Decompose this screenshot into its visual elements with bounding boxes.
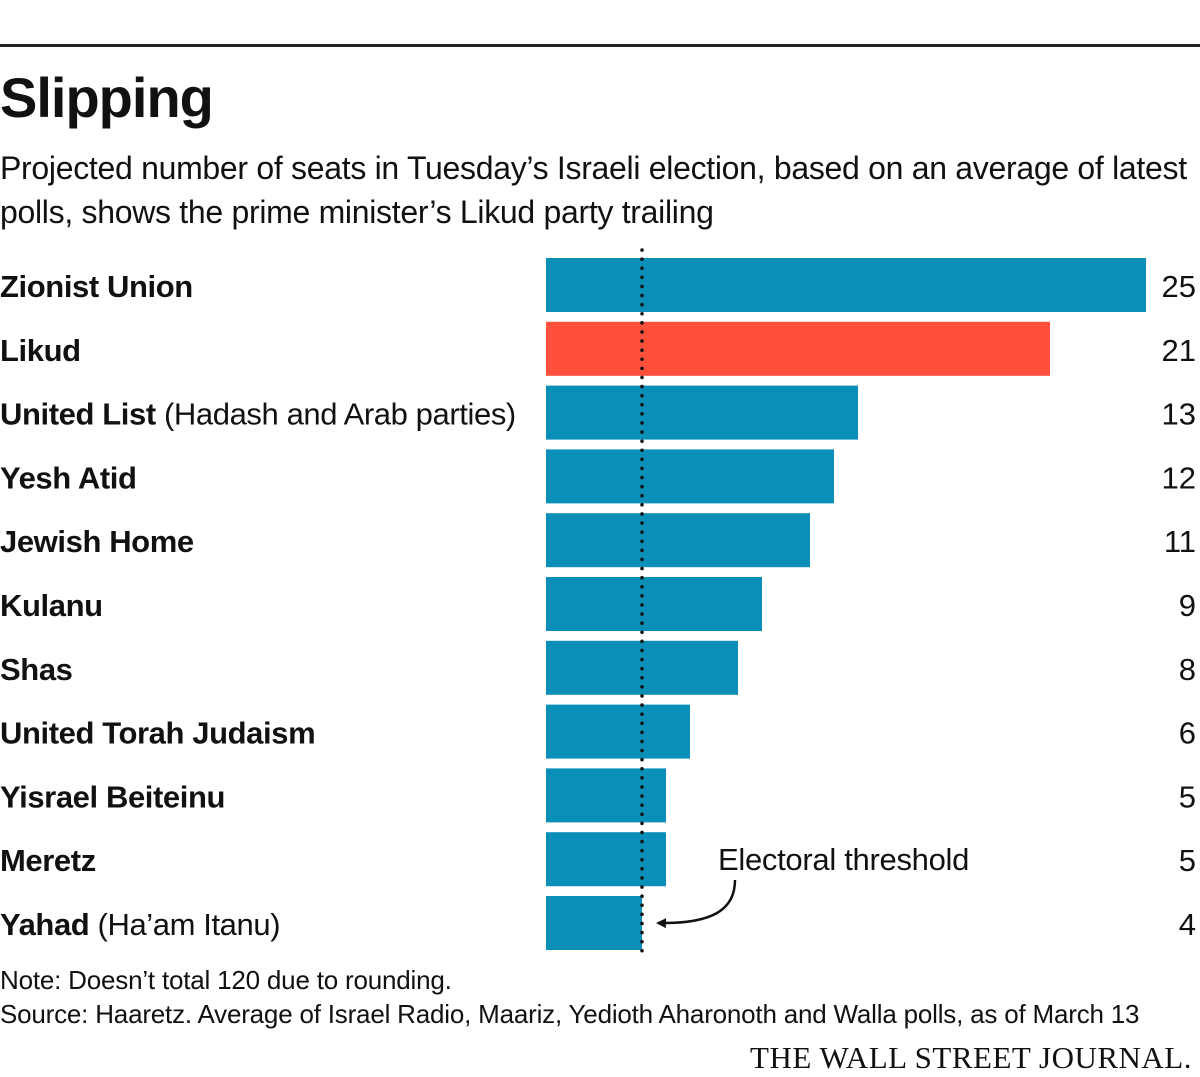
category-label-kulanu: Kulanu — [0, 588, 103, 623]
bar-kulanu — [546, 577, 762, 631]
category-label-zionist-union: Zionist Union — [0, 269, 193, 304]
value-label-likud: 21 — [1162, 333, 1196, 368]
chart-subtitle: Projected number of seats in Tuesday’s I… — [0, 150, 1187, 230]
value-label-united-torah-judaism: 6 — [1179, 716, 1196, 751]
value-label-yisrael-beiteinu: 5 — [1179, 779, 1196, 814]
publisher-logo: THE WALL STREET JOURNAL. — [750, 1040, 1192, 1075]
chart-title: Slipping — [0, 66, 214, 129]
top-rule — [0, 44, 1200, 47]
footnote: Note: Doesn’t total 120 due to rounding. — [0, 965, 452, 995]
category-label-united-list: United List (Hadash and Arab parties) — [0, 397, 516, 432]
value-label-jewish-home: 11 — [1164, 524, 1196, 559]
category-label-yesh-atid: Yesh Atid — [0, 460, 137, 495]
category-label-yisrael-beiteinu: Yisrael Beiteinu — [0, 779, 225, 814]
bar-meretz — [546, 832, 666, 887]
bar-yahad — [546, 896, 642, 950]
bar-jewish-home — [546, 513, 810, 568]
value-label-yahad: 4 — [1179, 907, 1196, 942]
threshold-arrow — [656, 879, 737, 929]
threshold-label: Electoral threshold — [718, 842, 969, 877]
value-label-zionist-union: 25 — [1162, 269, 1196, 304]
source-line: Source: Haaretz. Average of Israel Radio… — [0, 999, 1140, 1029]
category-label-likud: Likud — [0, 333, 81, 368]
value-label-yesh-atid: 12 — [1162, 460, 1196, 495]
value-label-shas: 8 — [1179, 652, 1196, 687]
category-label-yahad: Yahad (Ha’am Itanu) — [0, 907, 280, 942]
value-label-united-list: 13 — [1162, 397, 1196, 432]
bar-united-torah-judaism — [546, 704, 690, 759]
value-label-meretz: 5 — [1179, 843, 1196, 878]
bar-likud — [546, 321, 1050, 376]
value-label-kulanu: 9 — [1179, 588, 1196, 623]
bar-united-list — [546, 385, 858, 440]
category-label-jewish-home: Jewish Home — [0, 524, 194, 559]
category-label-shas: Shas — [0, 652, 73, 687]
category-label-united-torah-judaism: United Torah Judaism — [0, 716, 315, 751]
bar-yesh-atid — [546, 449, 834, 504]
bar-yisrael-beiteinu — [546, 768, 666, 823]
category-label-meretz: Meretz — [0, 843, 96, 878]
bar-zionist-union — [546, 258, 1146, 312]
